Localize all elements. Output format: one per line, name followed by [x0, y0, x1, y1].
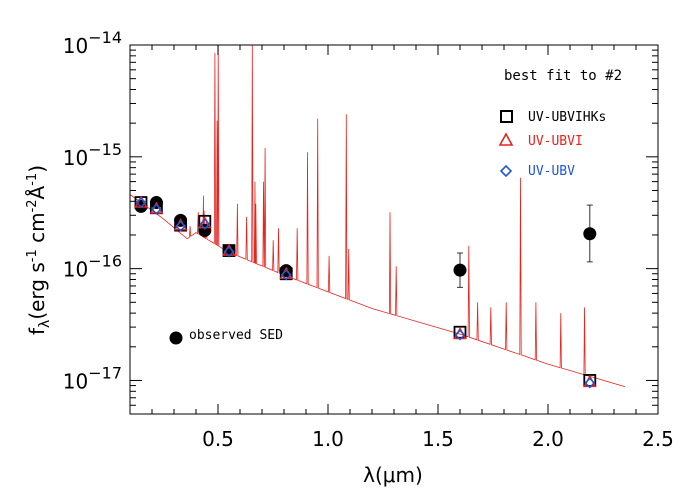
legend-marker-square: [500, 110, 513, 123]
observed-point: [583, 227, 597, 241]
y-tick-label: 10−14: [63, 28, 122, 58]
x-tick-label: 1.0: [312, 427, 344, 451]
fit-marker-diamond: [175, 220, 187, 232]
fit-marker-diamond: [584, 377, 596, 389]
fit-marker-square: [453, 325, 467, 339]
y-axis: 10−14 10−15 10−16 10−17: [63, 28, 658, 406]
y-tick-label: 10−15: [63, 140, 122, 170]
fit-markers: [134, 195, 597, 389]
fit-marker-diamond: [135, 196, 147, 209]
observed-sed-label: observed SED: [189, 328, 283, 343]
x-tick-label: 2.5: [642, 427, 674, 451]
fit-marker-diamond: [150, 203, 162, 215]
fit-marker-diamond: [280, 269, 292, 281]
annotation-best-fit: best fit to #2: [504, 68, 622, 84]
x-tick-label: 2.0: [532, 427, 564, 451]
legend-marker-triangle: [498, 132, 514, 146]
y-tick-label: 10−16: [63, 252, 122, 282]
x-tick-label: 1.5: [422, 427, 454, 451]
observed-sed-legend-marker: [169, 331, 183, 345]
fit-marker-square: [198, 214, 212, 228]
legend-label-uv-ubv: UV-UBV: [528, 164, 575, 179]
x-axis: 0.5 1.0 1.5 2.0 2.5: [129, 45, 674, 451]
legend-label-uv-ubvi: UV-UBVI: [528, 134, 583, 149]
x-tick-label: 0.5: [202, 427, 234, 451]
fit-marker-diamond: [454, 329, 466, 341]
legend-marker-diamond: [499, 164, 513, 178]
x-axis-label: λ(μm): [363, 463, 423, 487]
observed-point: [453, 263, 467, 277]
fit-marker-diamond: [223, 246, 235, 258]
fit-marker-diamond: [199, 218, 211, 230]
legend: UV-UBVIHKs UV-UBVI UV-UBV: [498, 110, 606, 179]
legend-label-uv-ubvihks: UV-UBVIHKs: [528, 110, 606, 125]
y-axis-label: fλ(erg s-1 cm-2Å-1): [25, 165, 53, 335]
y-tick-label: 10−17: [63, 363, 122, 393]
error-bars: [457, 204, 593, 288]
